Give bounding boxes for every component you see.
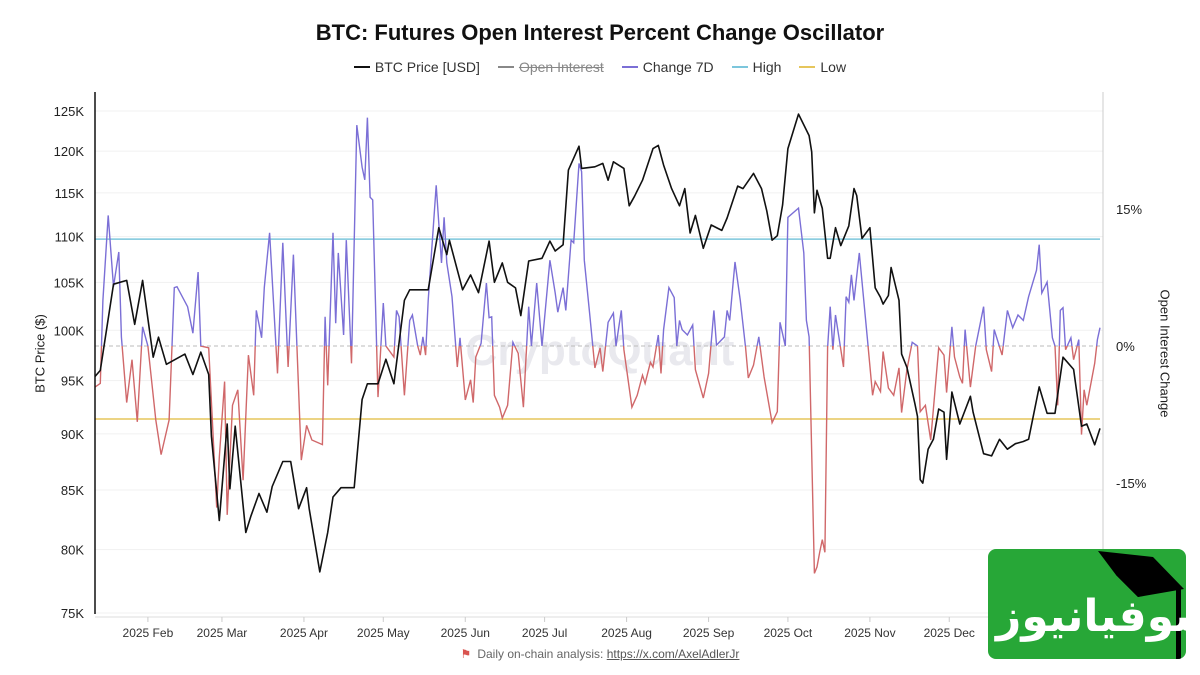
legend-item-open-interest[interactable]: Open Interest: [497, 59, 604, 75]
x-tick-label: 2025 Mar: [197, 626, 248, 640]
legend-swatch: [497, 66, 514, 68]
y-right-tick-label: 0%: [1116, 339, 1135, 354]
legend-swatch: [799, 66, 816, 68]
y-left-tick-label: 75K: [61, 606, 84, 621]
y-left-tick-label: 95K: [61, 374, 84, 389]
footer-text: Daily on-chain analysis:: [477, 647, 604, 661]
legend-label: BTC Price [USD]: [374, 59, 480, 75]
change-7d-line-positive: [100, 117, 1101, 346]
y-axis-left-title: BTC Price ($): [32, 314, 48, 393]
legend-swatch: [353, 66, 370, 68]
x-tick-label: 2025 Sep: [683, 626, 735, 640]
x-tick-label: 2025 Oct: [764, 626, 813, 640]
legend-label: High: [752, 59, 782, 75]
btc-price-line: [94, 113, 1101, 573]
chart-title: BTC: Futures Open Interest Percent Chang…: [315, 20, 885, 45]
logo-text: سوفیانیوز: [996, 591, 1186, 642]
y-right-tick-label: 15%: [1116, 202, 1142, 217]
x-tick-label: 2025 Nov: [844, 626, 895, 640]
legend-item-btc-price[interactable]: BTC Price [USD]: [353, 59, 480, 75]
footer: ⚑ Daily on-chain analysis: https://x.com/…: [0, 647, 1200, 661]
plot-area: [94, 113, 1101, 574]
x-tick-label: 2025 Dec: [924, 626, 975, 640]
y-axis-right-title: Open Interest Change: [1157, 289, 1173, 418]
y-left-tick-label: 115K: [55, 186, 85, 201]
logo: سوفیانیوز: [988, 549, 1186, 659]
y-right-tick-label: -15%: [1116, 476, 1147, 491]
grid-lines: [95, 110, 1103, 614]
axes: 75K 80K 85K 90K 95K 100K 105K 110K 115K 120K 125K 1…: [54, 92, 1147, 640]
legend-swatch: [731, 66, 748, 68]
x-tick-label: 2025 Feb: [123, 626, 174, 640]
y-left-tick-label: 105K: [54, 275, 85, 290]
y-left-tick-label: 80K: [61, 543, 84, 558]
x-tick-label: 2025 Jul: [522, 626, 567, 640]
x-tick-label: 2025 Aug: [601, 626, 652, 640]
legend-swatch: [621, 66, 638, 68]
legend-item-low[interactable]: Low: [799, 59, 846, 75]
legend-item-change-7d[interactable]: Change 7D: [621, 59, 714, 75]
graduation-cap-icon: [1098, 551, 1184, 659]
x-tick-label: 2025 Jun: [441, 626, 490, 640]
x-tick-label: 2025 May: [357, 626, 410, 640]
flag-icon: ⚑: [460, 647, 472, 661]
y-left-tick-label: 120K: [54, 144, 85, 159]
y-left-tick-label: 110K: [55, 230, 85, 245]
legend-label: Open Interest: [518, 59, 604, 75]
y-left-tick-label: 100K: [54, 323, 85, 338]
y-left-tick-label: 85K: [61, 483, 84, 498]
y-left-tick-label: 90K: [61, 427, 84, 442]
y-left-tick-label: 125K: [54, 104, 85, 119]
legend: BTC Price [USD] Open Interest Change 7D …: [0, 59, 1200, 75]
legend-label: Change 7D: [642, 59, 714, 75]
footer-link[interactable]: https://x.com/AxelAdlerJr: [606, 647, 740, 661]
change-7d-line-negative: [95, 346, 1098, 574]
x-tick-label: 2025 Apr: [280, 626, 328, 640]
legend-item-high[interactable]: High: [731, 59, 782, 75]
legend-label: Low: [820, 59, 847, 75]
